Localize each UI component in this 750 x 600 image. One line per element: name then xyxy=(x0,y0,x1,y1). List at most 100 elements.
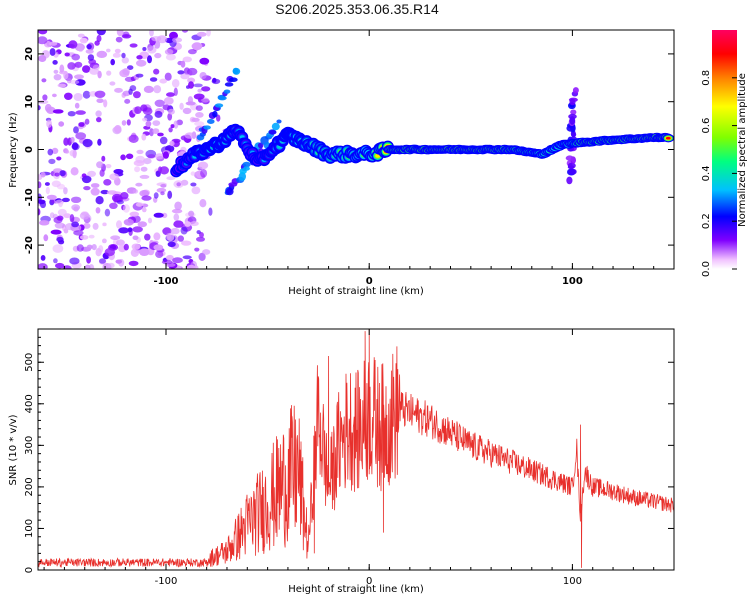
noise-blob xyxy=(114,125,122,134)
streak-blob xyxy=(223,89,231,94)
noise-blob xyxy=(164,49,174,55)
y-tick-label: 500 xyxy=(24,353,35,372)
noise-blob xyxy=(86,44,92,50)
noise-blob xyxy=(160,183,167,188)
colorbar-tick-label: 0.4 xyxy=(701,165,712,181)
noise-blob xyxy=(165,53,176,61)
noise-blob xyxy=(116,239,125,246)
noise-blob xyxy=(38,263,48,269)
noise-blob xyxy=(69,257,80,265)
noise-blob xyxy=(129,211,140,217)
noise-blob xyxy=(40,171,46,178)
noise-blob xyxy=(77,33,85,38)
noise-blob xyxy=(53,69,59,74)
y-tick-label: 10 xyxy=(24,95,35,109)
noise-blob xyxy=(208,207,213,216)
noise-blob xyxy=(188,49,197,55)
noise-blob xyxy=(51,147,59,154)
noise-blob xyxy=(78,122,85,127)
noise-blob xyxy=(77,44,84,53)
noise-blob xyxy=(181,240,192,246)
noise-blob xyxy=(171,37,183,43)
noise-blob xyxy=(49,48,56,56)
noise-blob xyxy=(139,174,150,179)
noise-blob xyxy=(74,61,83,68)
noise-blob xyxy=(109,81,116,86)
noise-blob xyxy=(152,120,161,126)
noise-blob xyxy=(137,221,147,228)
noise-blob xyxy=(140,166,148,172)
noise-blob xyxy=(99,169,105,177)
noise-blob xyxy=(66,78,72,84)
noise-blob xyxy=(43,234,49,242)
noise-blob xyxy=(114,48,121,54)
noise-blob xyxy=(191,117,200,122)
noise-blob xyxy=(90,187,100,196)
noise-blob xyxy=(121,52,126,59)
noise-blob xyxy=(73,230,84,236)
noise-blob xyxy=(63,137,69,146)
noise-blob xyxy=(134,106,142,114)
noise-blob xyxy=(96,50,108,59)
noise-blob xyxy=(206,30,211,37)
noise-blob xyxy=(104,248,116,257)
noise-blob xyxy=(172,257,183,264)
noise-blob xyxy=(105,164,112,169)
noise-blob xyxy=(143,85,154,93)
noise-blob xyxy=(149,77,158,82)
y-tick-label: 20 xyxy=(24,47,35,61)
noise-blob xyxy=(191,186,201,195)
noise-blob xyxy=(83,186,91,191)
colorbar-ticks: 0.0 0.2 0.4 0.6 0.8 xyxy=(701,70,737,277)
noise-blob xyxy=(152,128,160,135)
noise-blob xyxy=(125,153,134,160)
noise-blob xyxy=(55,199,65,205)
x-tick-label: -100 xyxy=(153,276,178,287)
noise-blob xyxy=(111,193,123,203)
noise-blob xyxy=(174,201,182,211)
noise-blob xyxy=(106,70,112,76)
noise-blob xyxy=(87,54,95,61)
noise-blob xyxy=(154,40,161,49)
noise-blob xyxy=(171,208,183,214)
noise-blob xyxy=(142,47,147,51)
spectrogram-ylabel: Frequency (Hz) xyxy=(8,112,19,188)
noise-blob xyxy=(84,118,90,125)
noise-blob xyxy=(201,97,210,103)
noise-blob xyxy=(82,138,93,148)
noise-blob xyxy=(173,180,184,189)
noise-blob xyxy=(169,140,175,147)
streak-blob xyxy=(568,113,577,120)
noise-blob xyxy=(120,154,126,161)
noise-blob xyxy=(142,207,147,213)
noise-blob xyxy=(116,200,124,205)
noise-blob xyxy=(73,126,79,134)
noise-blob xyxy=(115,259,123,264)
noise-blob xyxy=(64,52,70,57)
noise-blob xyxy=(123,243,129,251)
noise-blob xyxy=(95,196,104,205)
ridge-blob xyxy=(665,136,671,140)
noise-blob xyxy=(173,213,180,221)
noise-blob xyxy=(167,241,176,247)
figure-title: S206.2025.353.06.35.R14 xyxy=(275,1,439,17)
noise-blob xyxy=(112,52,121,58)
streak-blob xyxy=(572,87,579,94)
streak-blob xyxy=(242,161,251,168)
noise-blob xyxy=(187,67,198,76)
noise-blob xyxy=(154,99,165,108)
y-tick-label: 400 xyxy=(24,394,35,413)
noise-blob xyxy=(197,161,209,170)
streak-blob xyxy=(569,98,576,106)
noise-blob xyxy=(67,111,76,117)
noise-blob xyxy=(149,30,154,37)
noise-blob xyxy=(166,176,176,181)
noise-blob xyxy=(187,77,196,84)
noise-blob xyxy=(114,87,123,93)
noise-blob xyxy=(38,181,42,189)
noise-blob xyxy=(95,110,102,117)
spectrogram-marks xyxy=(38,30,674,269)
noise-blob xyxy=(147,217,153,224)
colorbar-label: Normalized spectral amplitude xyxy=(737,73,748,227)
noise-blob xyxy=(100,189,109,195)
